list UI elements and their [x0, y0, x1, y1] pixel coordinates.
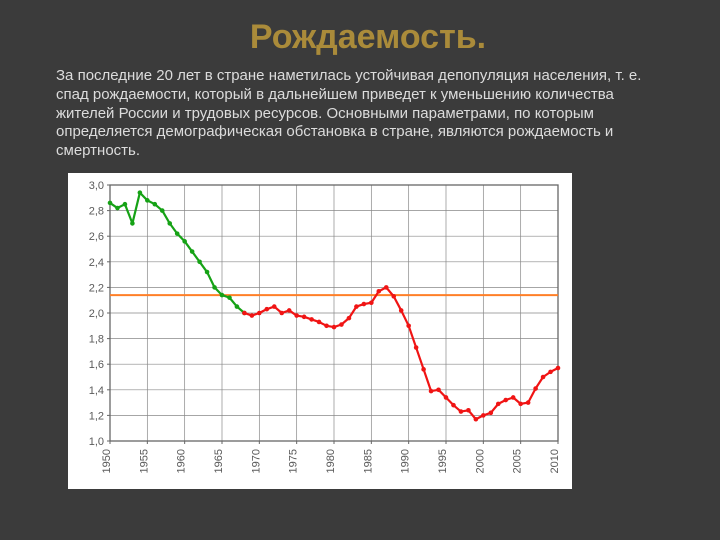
svg-text:1995: 1995 — [437, 449, 449, 473]
body-paragraph: За последние 20 лет в стране наметилась … — [56, 67, 674, 161]
svg-text:1955: 1955 — [138, 449, 150, 473]
svg-text:1970: 1970 — [250, 449, 262, 473]
svg-text:1,8: 1,8 — [89, 333, 104, 345]
svg-text:1975: 1975 — [288, 449, 300, 473]
svg-text:2,4: 2,4 — [89, 257, 104, 269]
svg-text:1990: 1990 — [400, 449, 412, 473]
svg-text:2000: 2000 — [474, 449, 486, 473]
svg-text:3,0: 3,0 — [89, 180, 104, 192]
svg-text:1,4: 1,4 — [89, 385, 104, 397]
svg-text:1960: 1960 — [176, 449, 188, 473]
svg-text:1,2: 1,2 — [89, 410, 104, 422]
svg-text:1985: 1985 — [362, 449, 374, 473]
svg-text:2,6: 2,6 — [89, 231, 104, 243]
birthrate-chart: 1,0 1,2 1,4 1,6 1,8 2,0 2,2 2,4 2,6 2,8 3,0 1950 195… — [68, 173, 572, 489]
svg-text:1965: 1965 — [213, 449, 225, 473]
page-title: Рождаемость. — [56, 18, 680, 57]
svg-text:2,0: 2,0 — [89, 308, 104, 320]
svg-text:1950: 1950 — [101, 449, 113, 473]
svg-text:1980: 1980 — [325, 449, 337, 473]
svg-text:2,2: 2,2 — [89, 282, 104, 294]
svg-text:2,8: 2,8 — [89, 205, 104, 217]
svg-text:2005: 2005 — [512, 449, 524, 473]
svg-text:2010: 2010 — [549, 449, 561, 473]
svg-text:1,6: 1,6 — [89, 359, 104, 371]
svg-text:1,0: 1,0 — [89, 436, 104, 448]
